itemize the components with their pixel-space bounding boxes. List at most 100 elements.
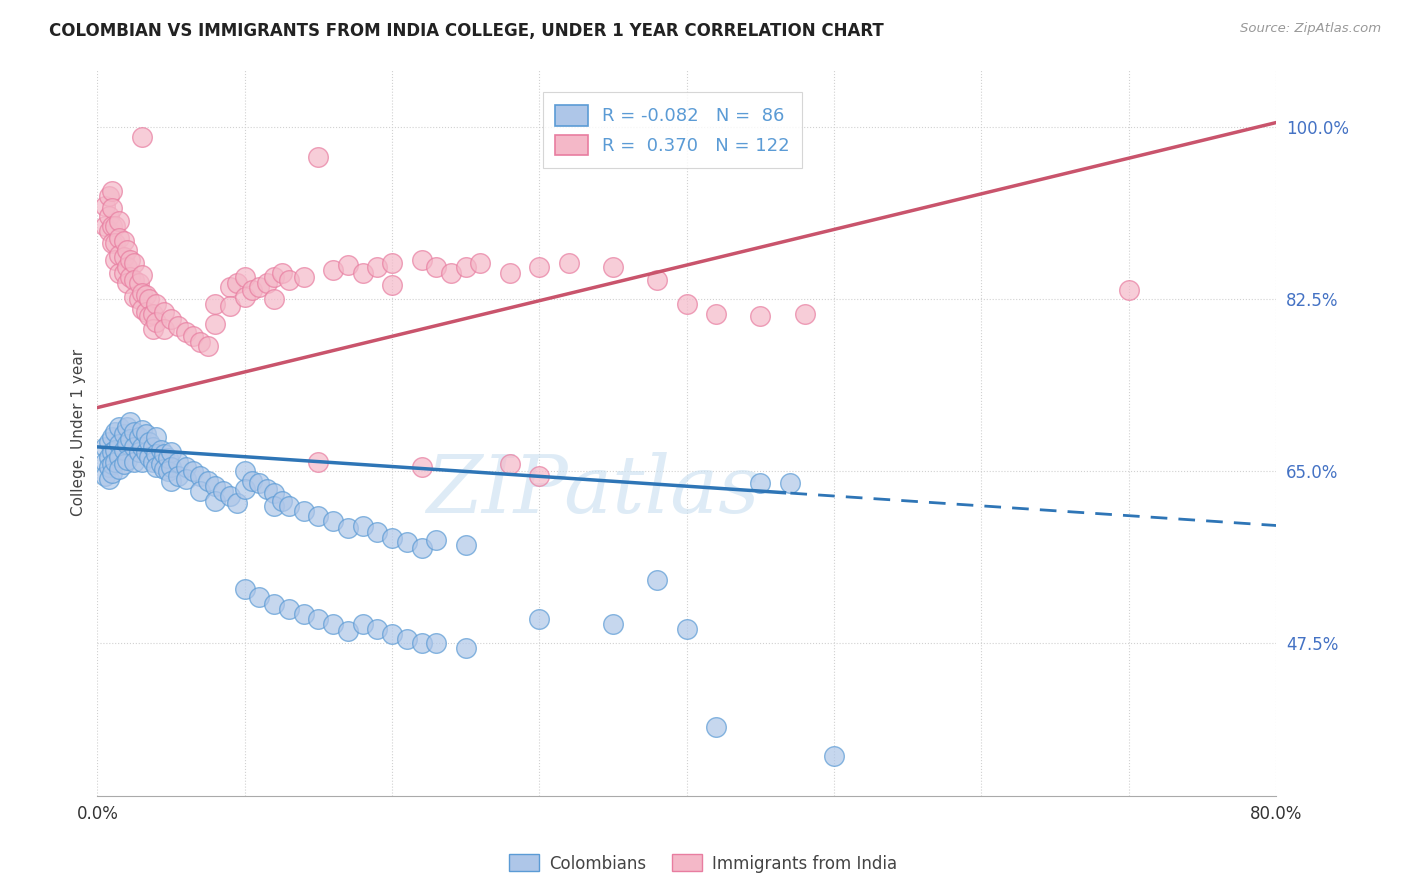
Point: [145, 459, 167, 474]
Point: [454, 538, 477, 552]
Point: [352, 616, 374, 631]
Point: [366, 622, 388, 636]
Point: [108, 214, 131, 228]
Point: [135, 444, 157, 458]
Point: [263, 486, 285, 500]
Point: [440, 266, 463, 280]
Point: [135, 427, 157, 442]
Point: [197, 339, 219, 353]
Point: [270, 266, 292, 280]
Point: [233, 289, 256, 303]
Point: [152, 447, 174, 461]
Point: [122, 289, 145, 303]
Point: [411, 636, 433, 650]
Point: [256, 482, 278, 496]
Point: [112, 234, 135, 248]
Point: [152, 462, 174, 476]
Point: [307, 508, 329, 523]
Point: [160, 444, 183, 458]
Point: [749, 309, 772, 323]
Point: [115, 420, 138, 434]
Point: [118, 253, 141, 268]
Point: [675, 622, 697, 636]
Point: [98, 459, 121, 474]
Point: [411, 459, 433, 474]
Point: [454, 260, 477, 274]
Point: [174, 325, 197, 339]
Point: [108, 462, 131, 476]
Point: [104, 425, 127, 439]
Point: [779, 476, 801, 491]
Point: [499, 457, 522, 471]
Point: [499, 266, 522, 280]
Point: [602, 260, 624, 274]
Point: [167, 469, 190, 483]
Point: [115, 452, 138, 467]
Point: [115, 260, 138, 274]
Point: [118, 415, 141, 429]
Point: [122, 455, 145, 469]
Point: [131, 285, 153, 300]
Point: [112, 457, 135, 471]
Point: [115, 276, 138, 290]
Point: [108, 420, 131, 434]
Point: [226, 496, 249, 510]
Point: [142, 440, 165, 454]
Point: [529, 260, 551, 274]
Point: [112, 266, 135, 280]
Point: [131, 440, 153, 454]
Point: [529, 469, 551, 483]
Point: [122, 440, 145, 454]
Point: [118, 269, 141, 284]
Point: [142, 307, 165, 321]
Point: [749, 476, 772, 491]
Point: [108, 230, 131, 244]
Point: [263, 293, 285, 307]
Point: [190, 484, 212, 499]
Point: [233, 482, 256, 496]
Point: [93, 469, 115, 483]
Text: COLOMBIAN VS IMMIGRANTS FROM INDIA COLLEGE, UNDER 1 YEAR CORRELATION CHART: COLOMBIAN VS IMMIGRANTS FROM INDIA COLLE…: [49, 22, 884, 40]
Point: [263, 499, 285, 513]
Point: [249, 279, 271, 293]
Legend: Colombians, Immigrants from India: Colombians, Immigrants from India: [503, 847, 903, 880]
Point: [98, 434, 121, 449]
Point: [167, 318, 190, 333]
Point: [138, 434, 160, 449]
Point: [322, 514, 344, 528]
Point: [174, 472, 197, 486]
Point: [352, 266, 374, 280]
Point: [277, 273, 299, 287]
Text: ZIPatlas: ZIPatlas: [426, 451, 759, 529]
Point: [219, 279, 242, 293]
Point: [98, 209, 121, 223]
Point: [645, 573, 668, 587]
Point: [138, 309, 160, 323]
Point: [277, 602, 299, 616]
Point: [704, 720, 727, 734]
Point: [98, 472, 121, 486]
Point: [112, 427, 135, 442]
Point: [131, 268, 153, 282]
Point: [128, 430, 150, 444]
Point: [233, 269, 256, 284]
Point: [558, 256, 581, 270]
Point: [425, 533, 447, 548]
Point: [101, 467, 124, 481]
Point: [128, 276, 150, 290]
Point: [128, 293, 150, 307]
Point: [823, 749, 845, 764]
Point: [93, 199, 115, 213]
Point: [381, 256, 404, 270]
Point: [645, 273, 668, 287]
Point: [145, 297, 167, 311]
Point: [145, 430, 167, 444]
Point: [249, 476, 271, 491]
Point: [142, 455, 165, 469]
Point: [529, 612, 551, 626]
Point: [1118, 283, 1140, 297]
Point: [704, 307, 727, 321]
Point: [454, 641, 477, 656]
Point: [108, 437, 131, 451]
Point: [322, 616, 344, 631]
